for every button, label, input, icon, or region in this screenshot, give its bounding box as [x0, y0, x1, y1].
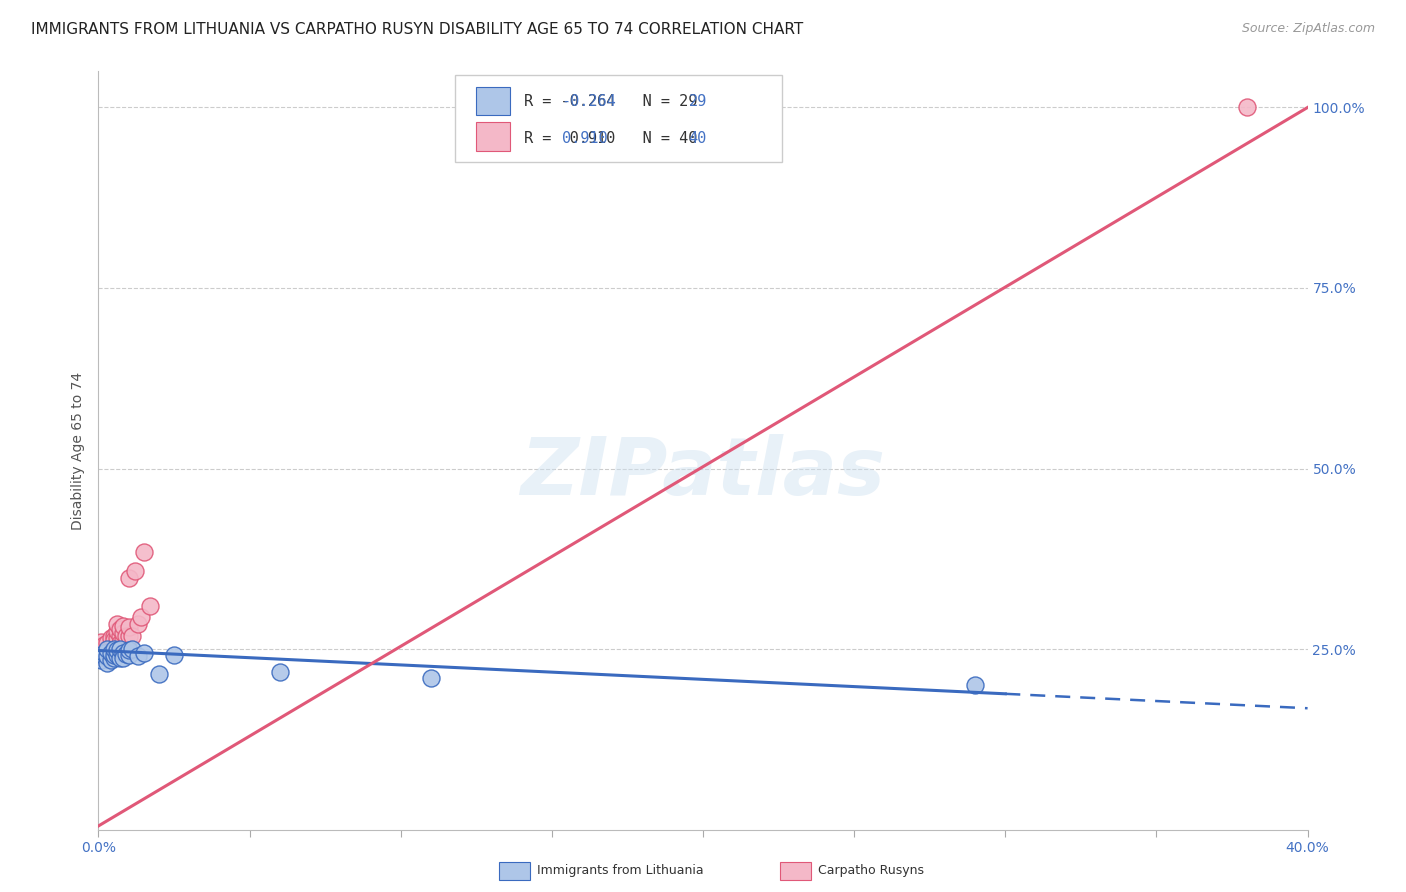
Point [103, 648, 125, 662]
Point [129, 609, 152, 624]
Point [90, 635, 112, 649]
Point [111, 646, 134, 660]
Point [103, 642, 125, 657]
Point [105, 616, 128, 631]
Point [132, 646, 155, 660]
Point [100, 639, 122, 653]
Point [111, 619, 134, 633]
Point [108, 650, 131, 665]
Text: 0.910: 0.910 [561, 131, 607, 146]
Text: R = -0.264   N = 29: R = -0.264 N = 29 [524, 94, 697, 109]
Point [108, 636, 131, 650]
Point [96, 642, 118, 657]
Point [105, 648, 128, 662]
Point [118, 629, 141, 643]
Text: Carpatho Rusyns: Carpatho Rusyns [818, 864, 924, 877]
Text: 29: 29 [689, 94, 707, 109]
Point [118, 643, 141, 657]
Text: ZIPatlas: ZIPatlas [520, 434, 886, 512]
Point [103, 650, 125, 665]
Point [103, 633, 125, 648]
Point [420, 671, 443, 685]
Point [93, 649, 115, 664]
Point [100, 631, 122, 645]
Point [118, 648, 141, 662]
Text: R =  0.910   N = 40: R = 0.910 N = 40 [524, 131, 697, 146]
Point [105, 643, 128, 657]
Point [105, 624, 128, 638]
Point [100, 643, 122, 657]
FancyBboxPatch shape [475, 122, 509, 151]
Point [96, 649, 118, 664]
FancyBboxPatch shape [456, 75, 782, 162]
Point [105, 643, 128, 657]
Point [100, 646, 122, 660]
Point [108, 640, 131, 655]
Point [111, 626, 134, 640]
Text: Source: ZipAtlas.com: Source: ZipAtlas.com [1241, 22, 1375, 36]
Point [100, 653, 122, 667]
Point [114, 647, 136, 661]
Point [103, 636, 125, 650]
Text: Immigrants from Lithuania: Immigrants from Lithuania [537, 864, 704, 877]
Point [139, 599, 162, 613]
Point [93, 639, 115, 653]
Point [127, 649, 149, 664]
Y-axis label: Disability Age 65 to 74: Disability Age 65 to 74 [72, 371, 86, 530]
Point [96, 642, 118, 657]
Text: -0.264: -0.264 [561, 94, 616, 109]
Point [93, 650, 115, 665]
Point [105, 631, 128, 645]
Point [90, 643, 112, 657]
Point [111, 650, 134, 665]
Point [114, 636, 136, 650]
Point [96, 649, 118, 664]
Point [103, 648, 125, 662]
Point [93, 646, 115, 660]
Text: 40: 40 [689, 131, 707, 146]
Point [103, 640, 125, 655]
Point [96, 636, 118, 650]
Point [100, 650, 122, 665]
Point [108, 629, 131, 643]
Point [124, 564, 146, 578]
FancyBboxPatch shape [475, 87, 509, 115]
Point [121, 642, 143, 657]
Point [965, 678, 987, 692]
Point [90, 653, 112, 667]
Point [105, 636, 128, 650]
Point [114, 629, 136, 643]
Point [111, 633, 134, 648]
Point [1236, 100, 1258, 114]
Point [96, 657, 118, 671]
Point [108, 622, 131, 636]
Point [148, 667, 170, 681]
Point [132, 544, 155, 558]
Text: IMMIGRANTS FROM LITHUANIA VS CARPATHO RUSYN DISABILITY AGE 65 TO 74 CORRELATION : IMMIGRANTS FROM LITHUANIA VS CARPATHO RU… [31, 22, 803, 37]
Point [269, 665, 291, 680]
Point [118, 620, 141, 634]
Point [163, 648, 186, 662]
Point [103, 629, 125, 643]
Point [127, 616, 149, 631]
Point [108, 642, 131, 657]
Point [118, 571, 141, 585]
Point [121, 629, 143, 643]
